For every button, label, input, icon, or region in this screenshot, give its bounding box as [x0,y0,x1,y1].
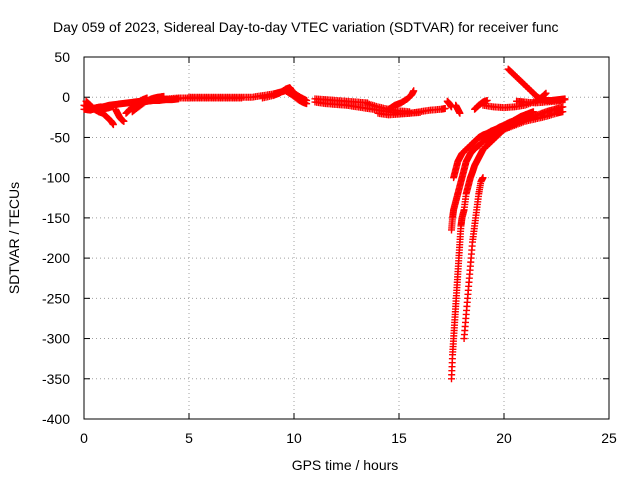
data-point [561,96,569,104]
axis-ticks [83,56,610,420]
plot-area [83,56,610,420]
y-tick-label: -350 [42,371,70,387]
data-point [542,89,550,97]
y-axis-label: SDTVAR / TECUs [6,182,22,294]
x-axis-label: GPS time / hours [292,457,399,473]
y-tick-label: -100 [42,170,70,186]
data-point [479,174,487,182]
x-tick-label: 5 [185,430,193,446]
y-axis-tick-labels: 50 0 -50 -100 -150 -200 -250 -300 -350 -400 [42,49,70,427]
y-tick-label: 50 [54,49,70,65]
data-point [303,96,311,104]
data-point [559,103,567,111]
data-point [456,109,464,117]
data-points [80,65,569,383]
y-tick-label: -300 [42,331,70,347]
y-tick-label: -250 [42,290,70,306]
x-tick-label: 10 [286,430,302,446]
data-point [529,108,537,116]
data-point [416,109,424,117]
x-tick-label: 15 [391,430,407,446]
x-tick-label: 0 [80,430,88,446]
x-tick-label: 25 [601,430,617,446]
y-tick-label: -200 [42,250,70,266]
y-tick-label: -50 [50,129,70,145]
data-point [410,87,418,95]
data-point [441,104,449,112]
x-tick-label: 20 [496,430,512,446]
x-axis-tick-labels: 0 5 10 15 20 25 [80,430,617,446]
y-tick-label: 0 [62,89,70,105]
y-tick-label: -400 [42,411,70,427]
data-point [120,117,128,125]
y-tick-label: -150 [42,210,70,226]
data-point [109,121,117,129]
chart-title: Day 059 of 2023, Sidereal Day-to-day VTE… [53,19,559,35]
